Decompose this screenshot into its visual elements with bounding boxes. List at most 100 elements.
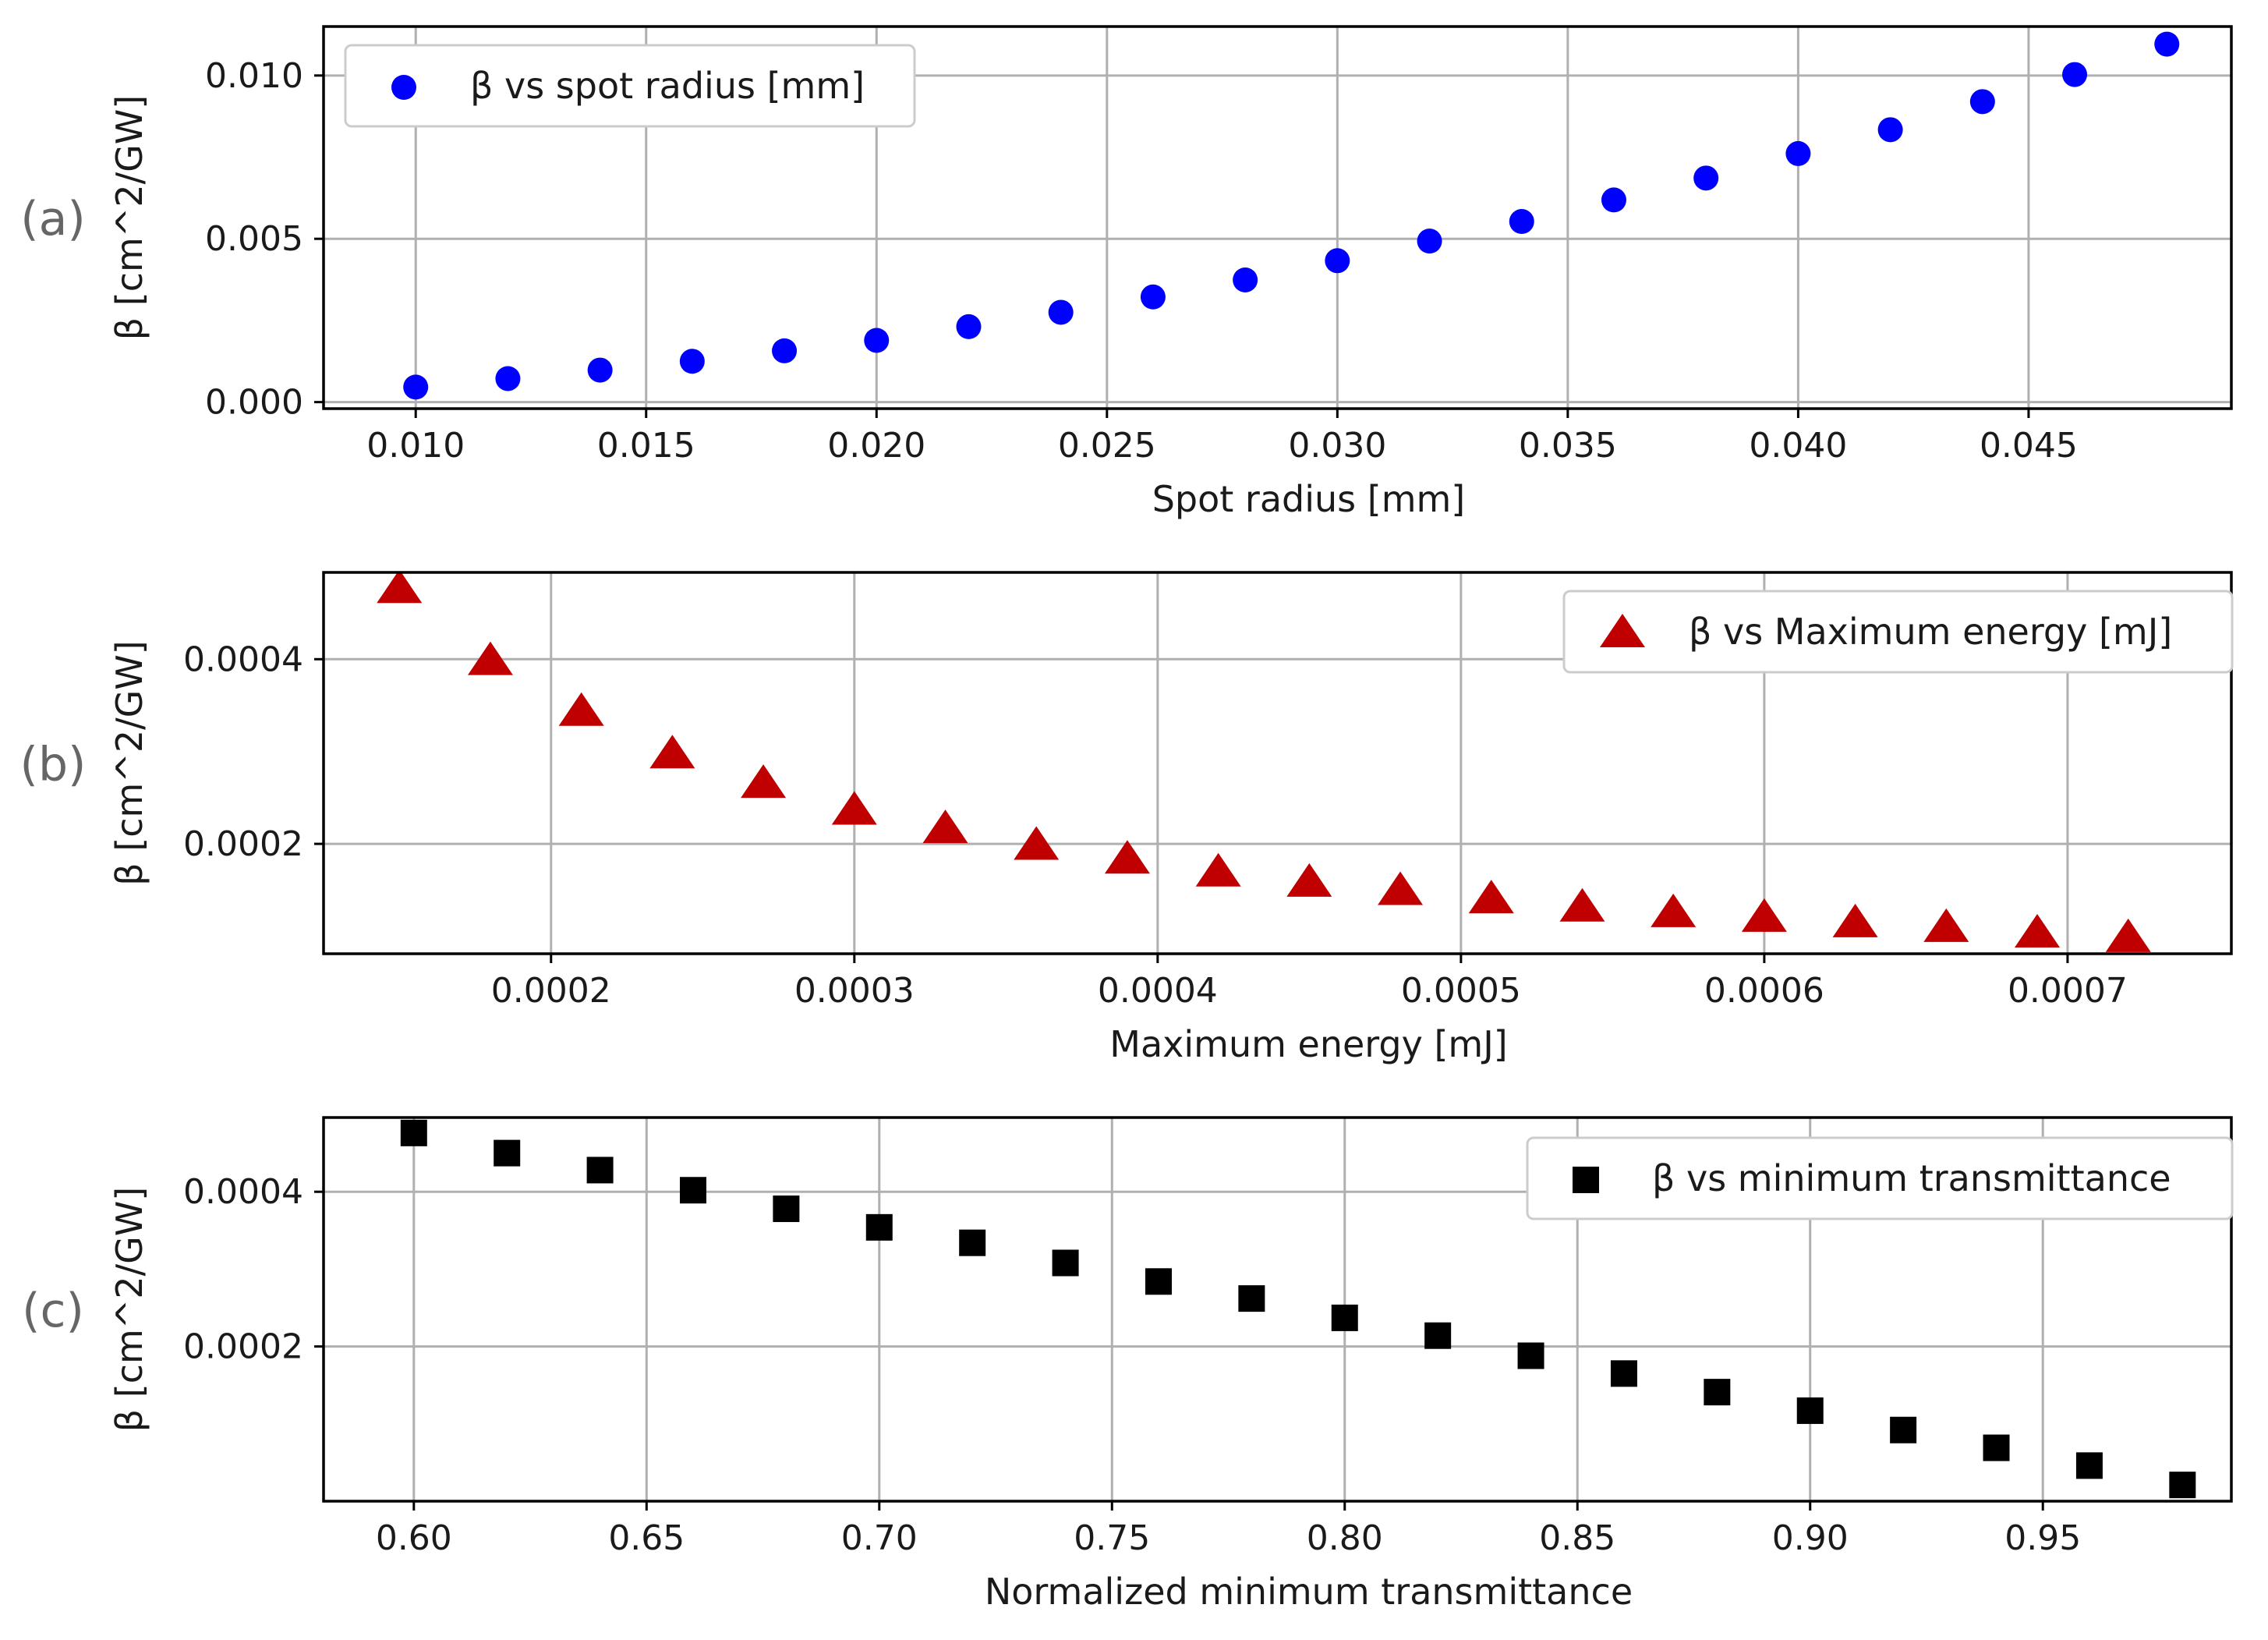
y-axis-label: β [cm^2/GW] bbox=[108, 95, 150, 340]
data-point bbox=[2015, 913, 2061, 948]
data-point bbox=[1238, 1285, 1265, 1312]
data-point bbox=[2075, 1452, 2103, 1479]
x-tick-label: 0.80 bbox=[1307, 1518, 1383, 1558]
data-point bbox=[1325, 248, 1350, 274]
data-point bbox=[679, 349, 705, 374]
x-tick-label: 0.95 bbox=[2004, 1518, 2081, 1558]
data-point bbox=[2169, 1472, 2196, 1499]
data-point bbox=[400, 1119, 427, 1146]
data-point bbox=[2062, 62, 2088, 87]
data-points bbox=[403, 31, 2180, 400]
data-point bbox=[1741, 898, 1787, 932]
plot-frame bbox=[322, 25, 2233, 410]
y-tick-label: 0.0004 bbox=[183, 639, 303, 679]
x-tick-label: 0.020 bbox=[827, 426, 925, 466]
data-points bbox=[377, 572, 2151, 952]
legend-box bbox=[1526, 1136, 2234, 1220]
y-tick-label: 0.010 bbox=[205, 56, 303, 96]
data-point bbox=[1424, 1322, 1452, 1349]
data-point bbox=[741, 764, 787, 799]
data-point bbox=[1104, 840, 1150, 874]
data-point bbox=[403, 374, 429, 400]
data-point bbox=[558, 692, 604, 726]
data-point bbox=[956, 313, 982, 339]
data-point bbox=[1704, 1379, 1731, 1406]
data-point bbox=[1014, 826, 1060, 860]
data-point bbox=[495, 366, 521, 391]
data-point bbox=[1417, 228, 1442, 254]
data-point bbox=[1832, 903, 1878, 937]
panel-b: 0.0002 0.0003 0.0004 0.0005 0.0006 0.0007 0.00… bbox=[20, 571, 2234, 1065]
panel-c: 0.60 0.65 0.70 0.75 0.80 0.85 0.90 0.95 0.0002 0.… bbox=[22, 1116, 2234, 1613]
legend-marker bbox=[391, 75, 416, 100]
legend-label: β vs minimum transmittance bbox=[1652, 1157, 2171, 1199]
data-point bbox=[494, 1139, 521, 1167]
data-point bbox=[1923, 908, 1969, 942]
data-point bbox=[1378, 871, 1424, 905]
legend: β vs spot radius [mm] bbox=[344, 44, 916, 128]
x-tick-label: 0.045 bbox=[1980, 426, 2078, 466]
data-point bbox=[649, 735, 695, 769]
x-tick-label: 0.015 bbox=[597, 426, 695, 466]
x-axis-label: Spot radius [mm] bbox=[1152, 478, 1466, 520]
data-point bbox=[377, 572, 423, 604]
legend-marker bbox=[1600, 614, 1645, 647]
data-point bbox=[1890, 1416, 1917, 1443]
x-tick-label: 0.010 bbox=[366, 426, 465, 466]
data-point bbox=[922, 809, 968, 844]
x-tick-label: 0.85 bbox=[1539, 1518, 1615, 1558]
plot-frame bbox=[322, 1116, 2233, 1503]
data-point bbox=[1693, 165, 1719, 191]
data-point bbox=[959, 1229, 986, 1256]
data-point bbox=[1145, 1268, 1172, 1295]
data-points bbox=[400, 1119, 2196, 1499]
data-point bbox=[1785, 140, 1811, 166]
x-tick-label: 0.60 bbox=[376, 1518, 452, 1558]
y-axis-label: β [cm^2/GW] bbox=[108, 640, 150, 885]
data-point bbox=[1796, 1397, 1824, 1424]
data-point bbox=[1468, 880, 1514, 914]
legend: β vs Maximum energy [mJ] bbox=[1562, 590, 2234, 674]
y-tick-label: 0.0004 bbox=[183, 1172, 303, 1212]
data-point bbox=[1509, 209, 1534, 235]
x-tick-label: 0.025 bbox=[1058, 426, 1156, 466]
data-point bbox=[1140, 284, 1166, 310]
data-point bbox=[773, 1195, 800, 1223]
y-tick-label: 0.0002 bbox=[183, 824, 303, 864]
data-point bbox=[467, 641, 513, 675]
data-point bbox=[1610, 1360, 1637, 1387]
panel-a: 0.010 0.015 0.020 0.025 0.030 0.035 0.040 0.045… bbox=[20, 25, 2233, 520]
x-tick-label: 0.0007 bbox=[2008, 971, 2128, 1011]
data-point bbox=[1331, 1304, 1358, 1331]
data-point bbox=[2154, 31, 2180, 57]
legend: β vs minimum transmittance bbox=[1526, 1136, 2234, 1220]
data-point bbox=[1048, 299, 1074, 325]
x-tick-label: 0.0003 bbox=[794, 971, 915, 1011]
data-point bbox=[1877, 117, 1903, 143]
data-point bbox=[1233, 267, 1258, 292]
x-tick-label: 0.040 bbox=[1749, 426, 1847, 466]
x-axis-label: Normalized minimum transmittance bbox=[985, 1571, 1633, 1613]
data-point bbox=[1559, 887, 1605, 922]
data-point bbox=[1517, 1342, 1544, 1369]
data-point bbox=[1983, 1434, 2010, 1461]
plot-frame bbox=[322, 571, 2233, 955]
data-point bbox=[865, 1213, 893, 1241]
data-point bbox=[772, 338, 798, 363]
x-tick-label: 0.65 bbox=[608, 1518, 685, 1558]
x-tick-label: 0.90 bbox=[1772, 1518, 1849, 1558]
legend-box bbox=[1562, 590, 2234, 674]
x-tick-label: 0.70 bbox=[841, 1518, 918, 1558]
x-axis-label: Maximum energy [mJ] bbox=[1109, 1023, 1507, 1065]
legend-label: β vs spot radius [mm] bbox=[470, 65, 865, 107]
panel-label: (c) bbox=[22, 1284, 84, 1338]
data-point bbox=[679, 1177, 706, 1204]
data-point bbox=[1286, 863, 1332, 897]
y-tick-label: 0.000 bbox=[205, 383, 303, 423]
panel-label: (a) bbox=[20, 192, 86, 246]
y-tick-label: 0.0002 bbox=[183, 1327, 303, 1367]
legend-box bbox=[344, 44, 916, 128]
y-axis-label: β [cm^2/GW] bbox=[108, 1187, 150, 1432]
legend-marker bbox=[1573, 1167, 1599, 1193]
